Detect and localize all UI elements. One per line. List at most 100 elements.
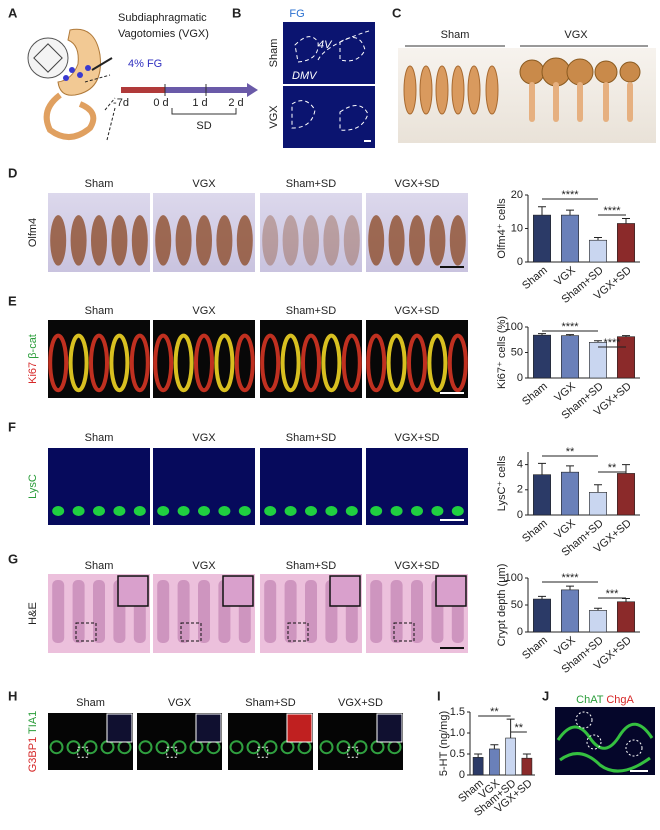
signal xyxy=(431,506,444,516)
significance: *** xyxy=(606,588,620,600)
stain-title: ChAT ChgA xyxy=(576,694,634,706)
villus xyxy=(370,580,383,643)
inset xyxy=(222,575,254,607)
bar xyxy=(533,598,551,633)
crypt xyxy=(368,215,385,266)
chat-signal xyxy=(556,722,654,773)
crypt xyxy=(153,333,174,393)
column-label: Sham+SD xyxy=(286,432,336,444)
error-bar xyxy=(506,718,515,739)
row-label: H&E xyxy=(27,602,39,625)
bar xyxy=(589,239,607,263)
crypt xyxy=(303,215,319,266)
crypt xyxy=(216,215,233,266)
y-tick-label: 100 xyxy=(505,572,523,584)
inset xyxy=(195,713,222,743)
group-label: Sham xyxy=(441,29,470,41)
row-label: Olfm4 xyxy=(27,218,39,247)
crypt xyxy=(388,215,405,266)
error-bar xyxy=(474,753,483,758)
panel-letter: G xyxy=(8,551,18,566)
stain: ChgA xyxy=(606,694,634,706)
x-tick-label: Sham xyxy=(520,264,550,292)
crypt xyxy=(407,333,427,393)
error-bar xyxy=(490,744,499,749)
cell xyxy=(229,740,244,755)
crypt xyxy=(366,333,387,393)
crypt xyxy=(341,333,362,393)
column-label: Sham xyxy=(85,560,114,572)
crypt xyxy=(321,333,342,393)
timeline-before xyxy=(121,87,165,93)
stomach xyxy=(603,82,609,122)
villus xyxy=(177,580,190,643)
stain: G3BP1 xyxy=(27,737,39,772)
roi xyxy=(166,746,178,758)
signal xyxy=(264,506,277,516)
panel-letter: E xyxy=(8,293,17,308)
y-axis-label: Ki67⁺ cells (%) xyxy=(496,316,508,389)
bar xyxy=(505,737,516,776)
error-bar xyxy=(594,237,602,241)
signal xyxy=(93,506,105,516)
panel-b-title: FG xyxy=(289,8,304,20)
scale-bar xyxy=(440,392,464,394)
region-label: 4V xyxy=(318,39,333,51)
error-bar xyxy=(622,217,630,224)
roi xyxy=(257,746,269,758)
y-tick-label: 50 xyxy=(511,599,523,611)
error-bar xyxy=(566,209,574,216)
inset xyxy=(286,713,313,743)
bar xyxy=(561,589,579,633)
bar xyxy=(617,473,635,516)
error-bar xyxy=(566,465,574,473)
x-tick-label: Sham xyxy=(520,380,550,408)
row-label: Sham xyxy=(268,39,280,68)
panel-letter: C xyxy=(392,5,402,20)
timepoint: -7d xyxy=(113,97,129,109)
sd-label: SD xyxy=(196,120,211,132)
column-label: Sham+SD xyxy=(245,697,295,709)
y-axis-label: LysC⁺ cells xyxy=(496,455,508,511)
signal xyxy=(345,506,358,516)
y-tick-label: 10 xyxy=(511,222,523,234)
signal xyxy=(284,506,297,516)
y-tick-label: 100 xyxy=(505,321,523,333)
cell xyxy=(83,740,98,755)
y-tick-label: 1.5 xyxy=(450,706,465,718)
crypt xyxy=(68,333,89,393)
roi xyxy=(575,711,593,729)
stomach xyxy=(553,82,559,122)
x-tick-label: Sham xyxy=(520,517,550,545)
crypt xyxy=(236,215,253,266)
stomach xyxy=(419,65,433,115)
timepoint: 0 d xyxy=(153,97,168,109)
roi xyxy=(347,746,359,758)
crypt xyxy=(427,333,448,393)
row-label: G3BP1 TIA1 xyxy=(27,711,39,773)
timeline-arrow xyxy=(247,83,258,97)
column-label: Sham+SD xyxy=(286,560,336,572)
y-tick-label: 2 xyxy=(517,484,523,496)
crypt xyxy=(194,333,214,393)
crypt xyxy=(129,333,150,393)
bar xyxy=(533,214,551,263)
stomach xyxy=(566,58,594,86)
stomach xyxy=(435,65,449,115)
signal xyxy=(238,506,251,516)
inset xyxy=(376,713,403,743)
row-label: Ki67 β-cat xyxy=(27,334,39,384)
stain: TIA1 xyxy=(27,711,39,734)
crypt xyxy=(173,333,194,393)
signal xyxy=(52,506,65,516)
y-tick-label: 0 xyxy=(517,626,523,638)
stomachs xyxy=(403,57,641,122)
crypt xyxy=(214,333,235,393)
stomach xyxy=(577,82,583,122)
timepoint: 1 d xyxy=(192,97,207,109)
roi xyxy=(625,739,643,757)
villus xyxy=(198,580,210,643)
y-tick-label: 0 xyxy=(517,256,523,268)
bar xyxy=(589,492,607,516)
y-tick-label: 20 xyxy=(511,189,523,201)
